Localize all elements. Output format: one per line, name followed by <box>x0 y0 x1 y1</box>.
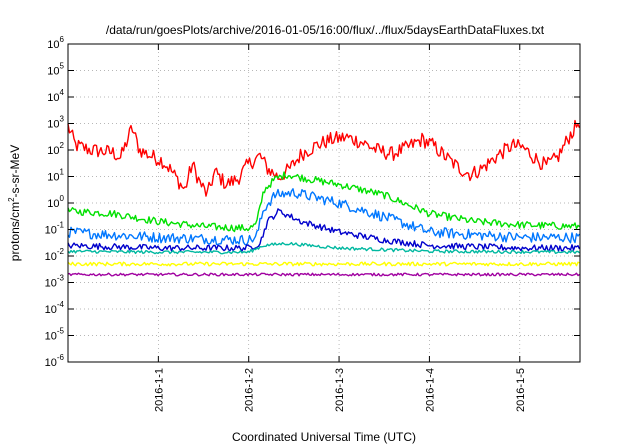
y-tick-label: 101 <box>47 168 64 184</box>
y-tick-base: 10 <box>45 225 57 237</box>
y-tick-exponent: -1 <box>57 221 65 230</box>
y-axis-title-prefix: protons/cm <box>8 202 22 261</box>
x-tick-label: 2016-1-5 <box>515 368 527 412</box>
y-tick-label: 105 <box>47 62 64 78</box>
y-tick-label: 10-2 <box>45 247 65 263</box>
y-tick-label: 10-1 <box>45 221 65 237</box>
y-tick-base: 10 <box>45 251 57 263</box>
y-tick-exponent: -5 <box>57 327 65 336</box>
x-tick-label: 2016-1-4 <box>424 368 436 412</box>
y-tick-label: 10-5 <box>45 327 65 343</box>
y-axis-title-superscript: 2 <box>7 197 16 202</box>
y-tick-exponent: 3 <box>60 115 65 124</box>
y-tick-base: 10 <box>45 278 57 290</box>
series-line-4 <box>67 208 581 252</box>
y-tick-exponent: 0 <box>60 194 65 203</box>
y-axis-title-suffix: -s-sr-MeV <box>8 145 22 198</box>
y-tick-exponent: 2 <box>60 141 65 150</box>
series-line-6 <box>67 261 580 267</box>
x-tick-label: 2016-1-2 <box>244 368 256 412</box>
y-tick-label: 10-3 <box>45 274 65 290</box>
y-tick-exponent: -3 <box>57 274 65 283</box>
x-tick-label: 2016-1-1 <box>153 368 165 412</box>
series-line-7 <box>67 272 580 277</box>
y-tick-base: 10 <box>45 357 57 369</box>
y-tick-label: 103 <box>47 115 64 131</box>
series-group <box>67 119 581 277</box>
series-line-3 <box>67 188 581 246</box>
y-tick-exponent: -2 <box>57 247 65 256</box>
x-axis-title: Coordinated Universal Time (UTC) <box>232 430 416 444</box>
x-tick-label: 2016-1-3 <box>334 368 346 412</box>
y-tick-label: 104 <box>47 88 64 104</box>
y-tick-exponent: -4 <box>57 300 65 309</box>
y-tick-label: 10-4 <box>45 300 65 316</box>
y-axis-ticks: 10-610-510-410-310-210-11001011021031041… <box>45 35 580 369</box>
y-tick-exponent: 1 <box>60 168 65 177</box>
y-tick-label: 102 <box>47 141 64 157</box>
y-tick-base: 10 <box>47 145 59 157</box>
x-axis-ticks: 2016-1-1 2016-1-2 2016-1-3 2016-1-4 2016-1-5 <box>153 44 527 412</box>
series-line-2 <box>67 171 580 233</box>
y-axis-title: protons/cm2-s-sr-MeV <box>7 145 22 261</box>
y-tick-exponent: 4 <box>60 88 65 97</box>
y-tick-label: 100 <box>47 194 64 210</box>
y-tick-base: 10 <box>47 172 59 184</box>
y-tick-base: 10 <box>45 304 57 316</box>
chart-title: /data/run/goesPlots/archive/2016-01-05/1… <box>106 23 545 37</box>
series-line-1 <box>67 119 581 197</box>
series-line-5 <box>67 241 580 255</box>
y-tick-base: 10 <box>45 331 57 343</box>
y-tick-label: 10-6 <box>45 353 65 369</box>
y-tick-exponent: 6 <box>60 35 65 44</box>
y-tick-base: 10 <box>47 66 59 78</box>
y-tick-label: 106 <box>47 35 64 51</box>
y-tick-base: 10 <box>47 92 59 104</box>
y-tick-base: 10 <box>47 39 59 51</box>
y-tick-base: 10 <box>47 198 59 210</box>
y-tick-base: 10 <box>47 119 59 131</box>
y-tick-exponent: 5 <box>60 62 65 71</box>
y-tick-exponent: -6 <box>57 353 65 362</box>
